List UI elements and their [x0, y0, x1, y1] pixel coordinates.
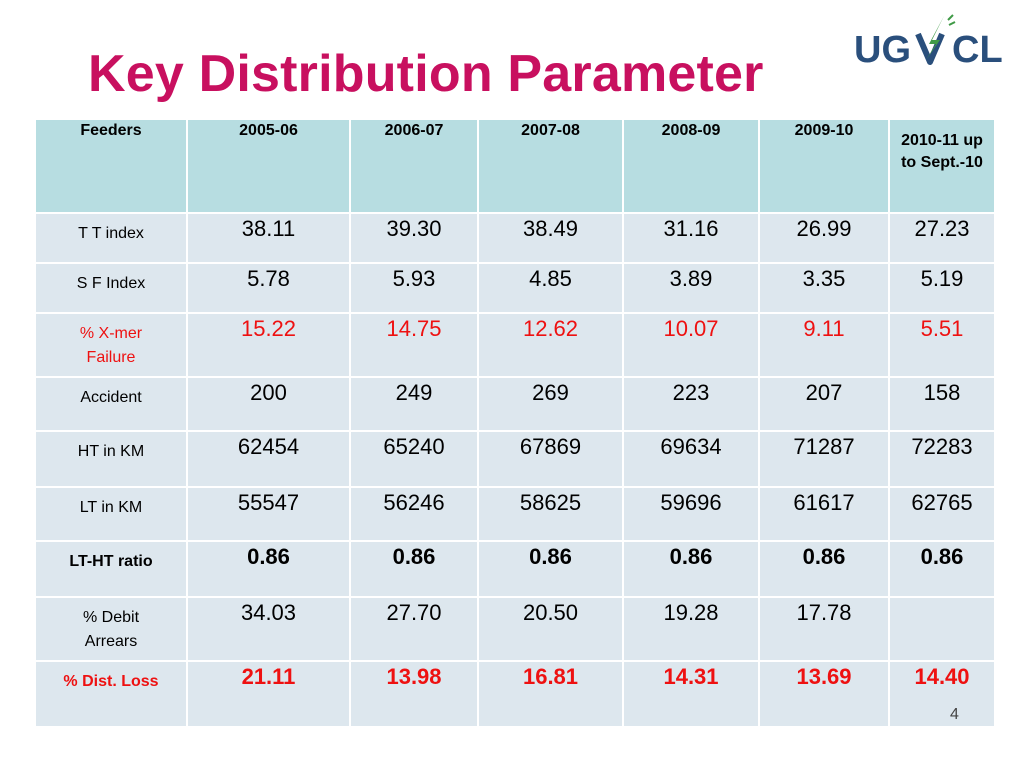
- table-cell: 10.07: [622, 312, 760, 378]
- row-label: LT in KM: [34, 486, 188, 542]
- table-row: LT in KM 55547 56246 58625 59696 61617 62765: [34, 486, 996, 542]
- table-row: HT in KM 62454 65240 67869 69634 71287 72283: [34, 430, 996, 488]
- table-cell: 31.16: [622, 212, 760, 264]
- table-cell: 20.50: [477, 596, 624, 662]
- row-label: S F Index: [34, 262, 188, 314]
- table-cell: 5.78: [186, 262, 351, 314]
- table-cell: 0.86: [349, 540, 479, 598]
- table-cell: 0.86: [186, 540, 351, 598]
- table-row: % Debit Arrears 34.03 27.70 20.50 19.28 17.78: [34, 596, 996, 662]
- table-cell: 62454: [186, 430, 351, 488]
- svg-text:UG: UG: [854, 29, 911, 71]
- table-cell: 207: [758, 376, 890, 432]
- table-body: T T index 38.11 39.30 38.49 31.16 26.99 27.23 S…: [34, 212, 996, 728]
- table-cell: 72283: [888, 430, 996, 488]
- row-label: Accident: [34, 376, 188, 432]
- header-year: 2007-08: [477, 118, 624, 214]
- table-cell: 61617: [758, 486, 890, 542]
- table-cell: 0.86: [758, 540, 890, 598]
- table-cell: 249: [349, 376, 479, 432]
- table-cell: 13.69: [758, 660, 890, 728]
- table-cell: 55547: [186, 486, 351, 542]
- slide-title: Key Distribution Parameter: [88, 45, 764, 103]
- table-cell: [888, 596, 996, 662]
- table-cell: 14.75: [349, 312, 479, 378]
- table-cell: 19.28: [622, 596, 760, 662]
- table-cell: 0.86: [622, 540, 760, 598]
- table-cell: 17.78: [758, 596, 890, 662]
- table-cell: 58625: [477, 486, 624, 542]
- table-cell: 0.86: [888, 540, 996, 598]
- table-cell: 65240: [349, 430, 479, 488]
- table-cell: 38.49: [477, 212, 624, 264]
- header-year: 2008-09: [622, 118, 760, 214]
- header-year: 2010-11 up to Sept.-10: [888, 118, 996, 214]
- table-row: T T index 38.11 39.30 38.49 31.16 26.99 27.23: [34, 212, 996, 264]
- table-cell: 4.85: [477, 262, 624, 314]
- table-cell: 21.11: [186, 660, 351, 728]
- row-label: % Debit Arrears: [34, 596, 188, 662]
- table-cell: 12.62: [477, 312, 624, 378]
- table-cell: 56246: [349, 486, 479, 542]
- table-cell: 62765: [888, 486, 996, 542]
- row-label: HT in KM: [34, 430, 188, 488]
- table-cell: 269: [477, 376, 624, 432]
- row-label: % Dist. Loss: [34, 660, 188, 728]
- table-cell: 0.86: [477, 540, 624, 598]
- row-label: % X-mer Failure: [34, 312, 188, 378]
- table-cell: 3.89: [622, 262, 760, 314]
- table-cell: 14.40: [888, 660, 996, 728]
- table-cell: 13.98: [349, 660, 479, 728]
- table-cell: 16.81: [477, 660, 624, 728]
- table-row: LT-HT ratio 0.86 0.86 0.86 0.86 0.86 0.86: [34, 540, 996, 598]
- table-cell: 5.19: [888, 262, 996, 314]
- table-row: Accident 200 249 269 223 207 158: [34, 376, 996, 432]
- row-label: T T index: [34, 212, 188, 264]
- page-number: 4: [950, 706, 959, 723]
- table-cell: 5.93: [349, 262, 479, 314]
- header-year: 2006-07: [349, 118, 479, 214]
- table-cell: 26.99: [758, 212, 890, 264]
- header-year: 2009-10: [758, 118, 890, 214]
- table-cell: 3.35: [758, 262, 890, 314]
- distribution-parameters-table: Feeders 2005-06 2006-07 2007-08 2008-09 2009-…: [34, 118, 996, 728]
- svg-text:CL: CL: [952, 29, 1003, 71]
- table-cell: 15.22: [186, 312, 351, 378]
- table-row: % Dist. Loss 21.11 13.98 16.81 14.31 13.69 14.…: [34, 660, 996, 728]
- table-cell: 71287: [758, 430, 890, 488]
- table-cell: 34.03: [186, 596, 351, 662]
- table-cell: 158: [888, 376, 996, 432]
- table-cell: 39.30: [349, 212, 479, 264]
- table-cell: 200: [186, 376, 351, 432]
- table-cell: 14.31: [622, 660, 760, 728]
- row-label: LT-HT ratio: [34, 540, 188, 598]
- header-row: Feeders 2005-06 2006-07 2007-08 2008-09 2009-…: [34, 118, 996, 214]
- table-row: % X-mer Failure 15.22 14.75 12.62 10.07 9.11 5…: [34, 312, 996, 378]
- table-cell: 59696: [622, 486, 760, 542]
- table-row: S F Index 5.78 5.93 4.85 3.89 3.35 5.19: [34, 262, 996, 314]
- table-cell: 5.51: [888, 312, 996, 378]
- header-feeders: Feeders: [34, 118, 188, 214]
- table-cell: 223: [622, 376, 760, 432]
- table-cell: 38.11: [186, 212, 351, 264]
- table-cell: 27.70: [349, 596, 479, 662]
- ugvcl-logo: UG CL: [854, 14, 1003, 71]
- header-year: 2005-06: [186, 118, 351, 214]
- table-cell: 27.23: [888, 212, 996, 264]
- table-cell: 9.11: [758, 312, 890, 378]
- table-cell: 69634: [622, 430, 760, 488]
- table-cell: 67869: [477, 430, 624, 488]
